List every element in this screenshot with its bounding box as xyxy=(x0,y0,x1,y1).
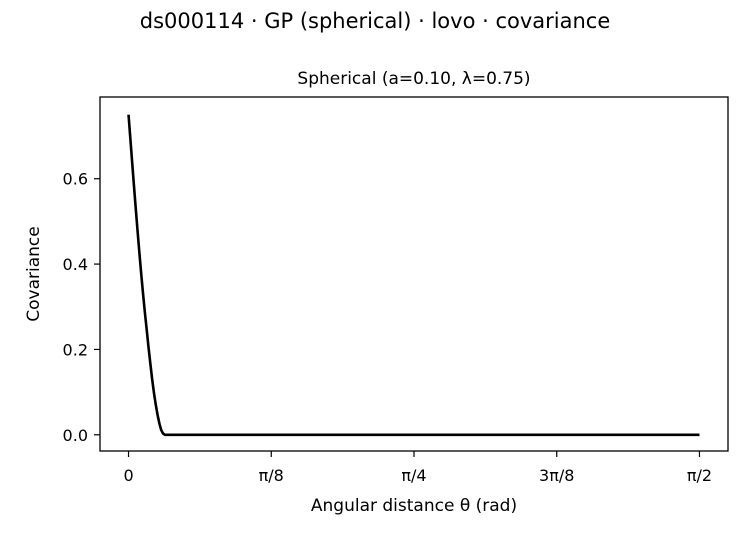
y-tick-label: 0.6 xyxy=(63,170,88,189)
y-axis-label: Covariance xyxy=(24,226,44,321)
y-tick-label: 0.2 xyxy=(63,340,88,359)
x-tick-label: 0 xyxy=(123,466,133,485)
figure-suptitle: ds000114 · GP (spherical) · lovo · covar… xyxy=(140,9,611,33)
series-layer xyxy=(127,114,700,437)
x-tick-label: π/4 xyxy=(401,466,426,485)
series-line-covariance xyxy=(127,114,700,437)
x-tick-label: π/8 xyxy=(259,466,284,485)
y-axis-ticks: 0.0 0.2 0.4 0.6 xyxy=(63,170,100,445)
y-tick-label: 0.0 xyxy=(63,426,88,445)
x-tick-label: π/2 xyxy=(687,466,712,485)
chart-title: Spherical (a=0.10, λ=0.75) xyxy=(297,69,530,89)
plot-area xyxy=(99,96,729,452)
x-tick-label: 3π/8 xyxy=(539,466,574,485)
y-tick-label: 0.4 xyxy=(63,255,88,274)
x-axis-ticks: 0 π/8 π/4 3π/8 π/2 xyxy=(123,451,712,485)
x-axis-label: Angular distance θ (rad) xyxy=(311,496,517,516)
axes-frame xyxy=(99,96,729,452)
